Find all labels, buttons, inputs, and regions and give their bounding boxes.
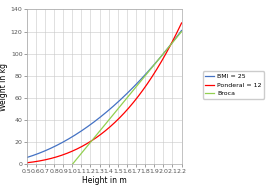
BMI = 25	[99, 116, 102, 118]
Broca	[165, 48, 168, 50]
Legend: BMI = 25, Ponderal = 12, Broca: BMI = 25, Ponderal = 12, Broca	[202, 71, 264, 99]
Broca	[150, 67, 153, 69]
BMI = 25	[25, 156, 28, 159]
Ponderal = 12	[99, 134, 102, 136]
Broca	[135, 85, 138, 87]
Y-axis label: Weight in kg: Weight in kg	[0, 63, 8, 111]
BMI = 25	[117, 100, 120, 102]
Ponderal = 12	[100, 133, 103, 135]
Ponderal = 12	[152, 73, 155, 75]
BMI = 25	[180, 29, 183, 32]
Ponderal = 12	[176, 30, 179, 32]
Broca	[85, 146, 88, 148]
Ponderal = 12	[109, 125, 112, 128]
BMI = 25	[152, 64, 155, 66]
Line: Ponderal = 12: Ponderal = 12	[27, 23, 182, 163]
Ponderal = 12	[180, 22, 183, 24]
Broca	[180, 30, 183, 33]
BMI = 25	[109, 108, 112, 110]
X-axis label: Height in m: Height in m	[82, 176, 127, 185]
Line: BMI = 25: BMI = 25	[27, 30, 182, 157]
Ponderal = 12	[117, 117, 120, 120]
Line: Broca: Broca	[72, 32, 182, 164]
BMI = 25	[100, 115, 103, 118]
Broca	[71, 163, 74, 166]
Broca	[86, 144, 89, 147]
Broca	[131, 90, 134, 92]
Ponderal = 12	[25, 162, 28, 164]
BMI = 25	[176, 34, 179, 36]
